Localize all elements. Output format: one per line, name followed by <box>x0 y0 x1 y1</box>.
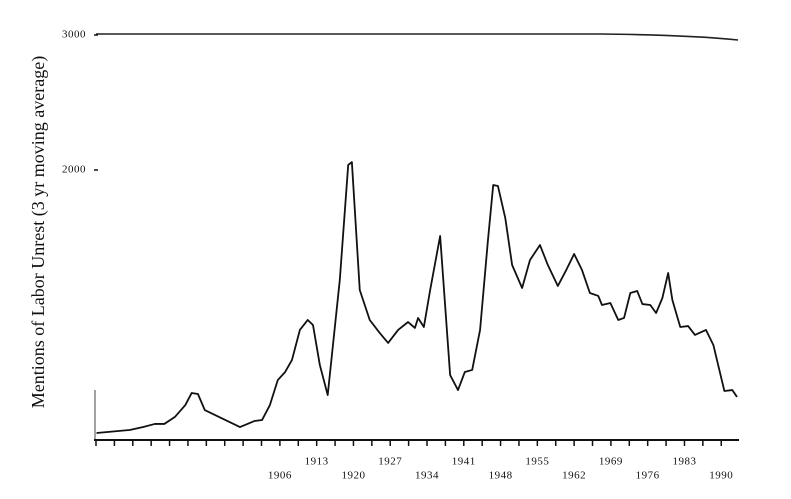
x-tick-label: 1906 <box>268 470 292 482</box>
x-tick-label: 1962 <box>562 470 586 482</box>
x-tick-label: 1934 <box>415 470 439 482</box>
data-line <box>96 161 738 434</box>
top-frame-line <box>96 33 739 41</box>
y-tick-label: 3000 <box>62 29 86 41</box>
x-tick-label: 1927 <box>378 456 402 468</box>
x-tick-label: 1913 <box>305 456 329 468</box>
x-tick-label: 1948 <box>489 470 513 482</box>
x-tick-label: 1976 <box>636 470 660 482</box>
x-tick-label: 1983 <box>672 456 696 468</box>
y-axis-label: Mentions of Labor Unrest (3 yr moving av… <box>28 56 49 408</box>
y-tick-label: 2000 <box>62 164 86 176</box>
x-tick-label: 1969 <box>599 456 623 468</box>
x-tick-label: 1990 <box>709 470 733 482</box>
x-tick-label: 1941 <box>452 456 476 468</box>
x-tick-label: 1955 <box>525 456 549 468</box>
x-tick-label: 1920 <box>341 470 365 482</box>
